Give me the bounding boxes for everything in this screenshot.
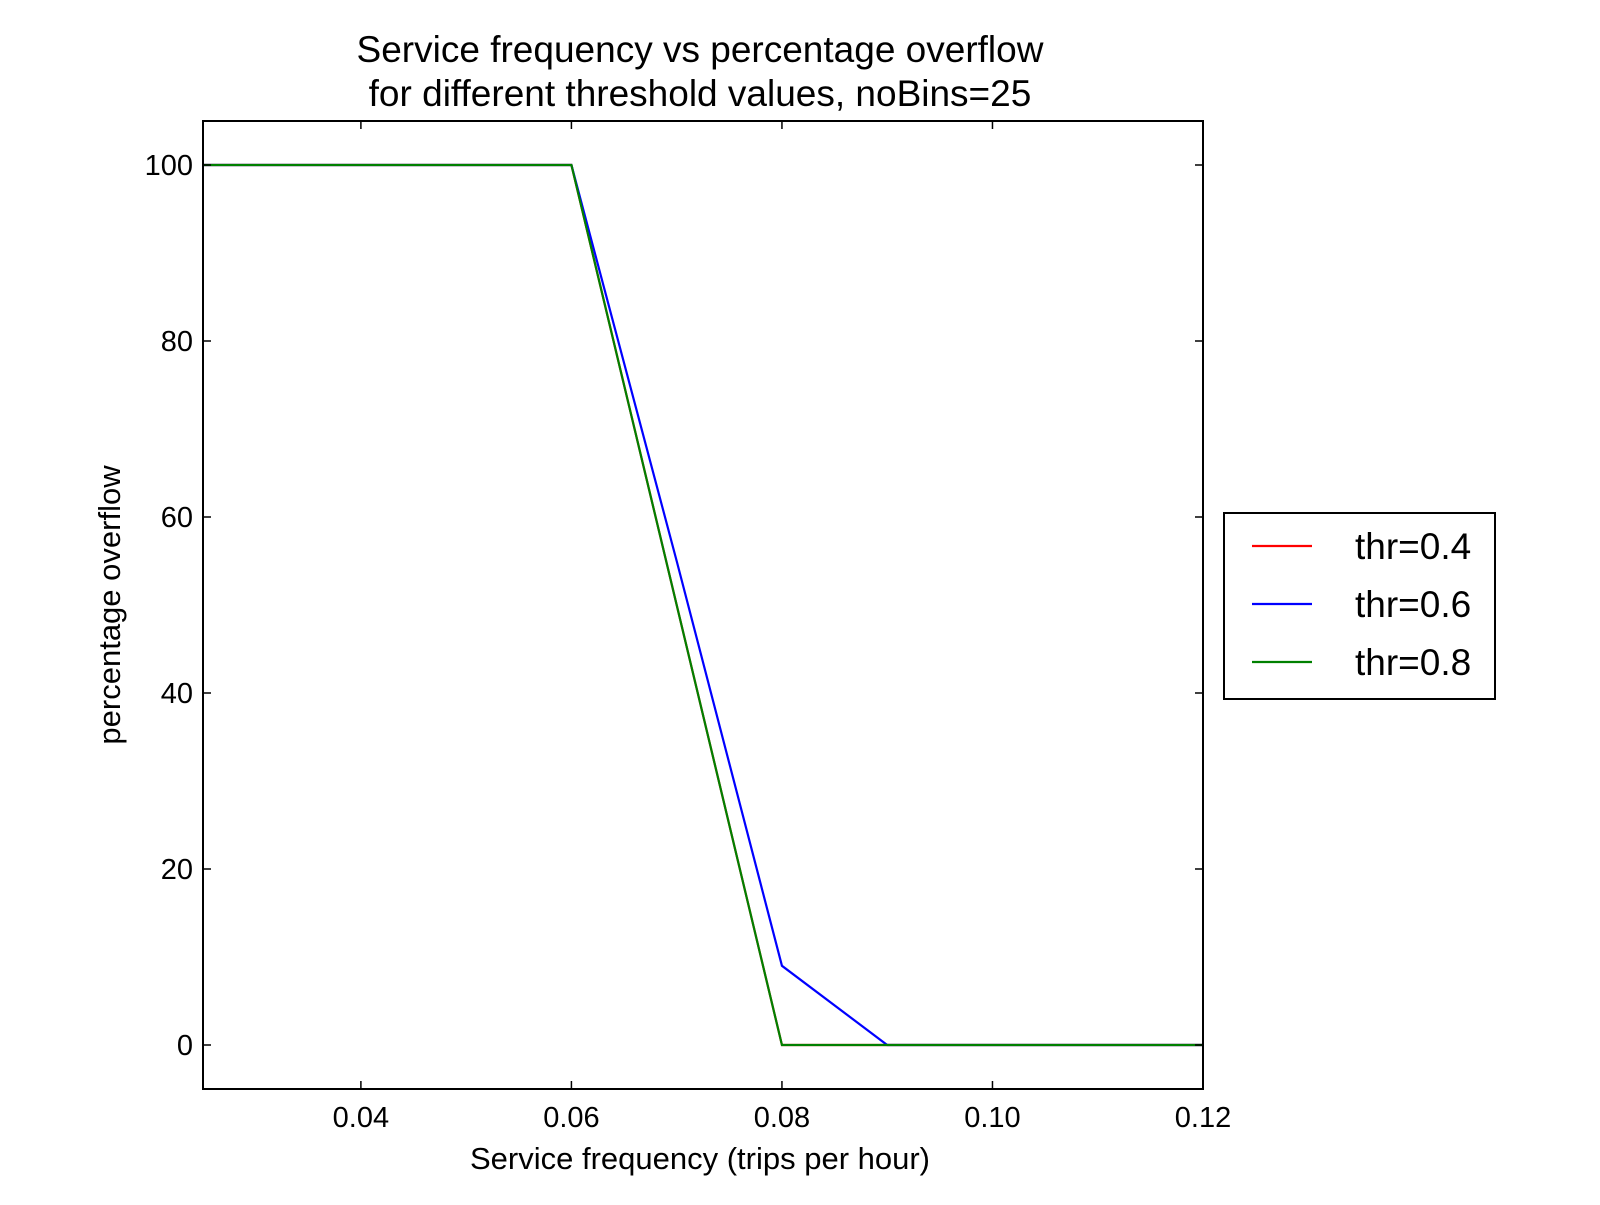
x-tick-label: 0.04 (333, 1102, 389, 1134)
chart-subtitle: for different threshold values, noBins=2… (369, 73, 1032, 114)
plot-frame (202, 120, 1204, 1090)
legend-label-3: thr=0.8 (1355, 642, 1471, 683)
legend: thr=0.4 thr=0.6 thr=0.8 (1223, 512, 1496, 700)
plot-area: 0.04 0.06 0.08 0.10 0.12 0 20 40 60 80 100 (145, 120, 1231, 1134)
series-line-1 (203, 163, 1203, 1047)
x-tick-label: 0.12 (1175, 1102, 1231, 1134)
chart-title: Service frequency vs percentage overflow (357, 29, 1044, 70)
x-tick-label: 0.08 (754, 1102, 810, 1134)
y-axis-label: percentage overflow (92, 465, 127, 745)
series-line-2 (203, 163, 1203, 1047)
series-line-3 (203, 163, 1203, 1047)
legend-label-2: thr=0.6 (1355, 584, 1471, 625)
y-tick-label: 100 (145, 150, 193, 182)
legend-label-1: thr=0.4 (1355, 526, 1471, 567)
y-tick-label: 0 (177, 1030, 193, 1062)
x-axis-label: Service frequency (trips per hour) (470, 1141, 930, 1176)
x-tick-label: 0.10 (964, 1102, 1020, 1134)
y-tick-label: 60 (161, 502, 193, 534)
y-tick-label: 40 (161, 678, 193, 710)
y-tick-label: 20 (161, 854, 193, 886)
legend-box (1223, 512, 1496, 700)
x-tick-label: 0.06 (543, 1102, 599, 1134)
y-tick-label: 80 (161, 326, 193, 358)
